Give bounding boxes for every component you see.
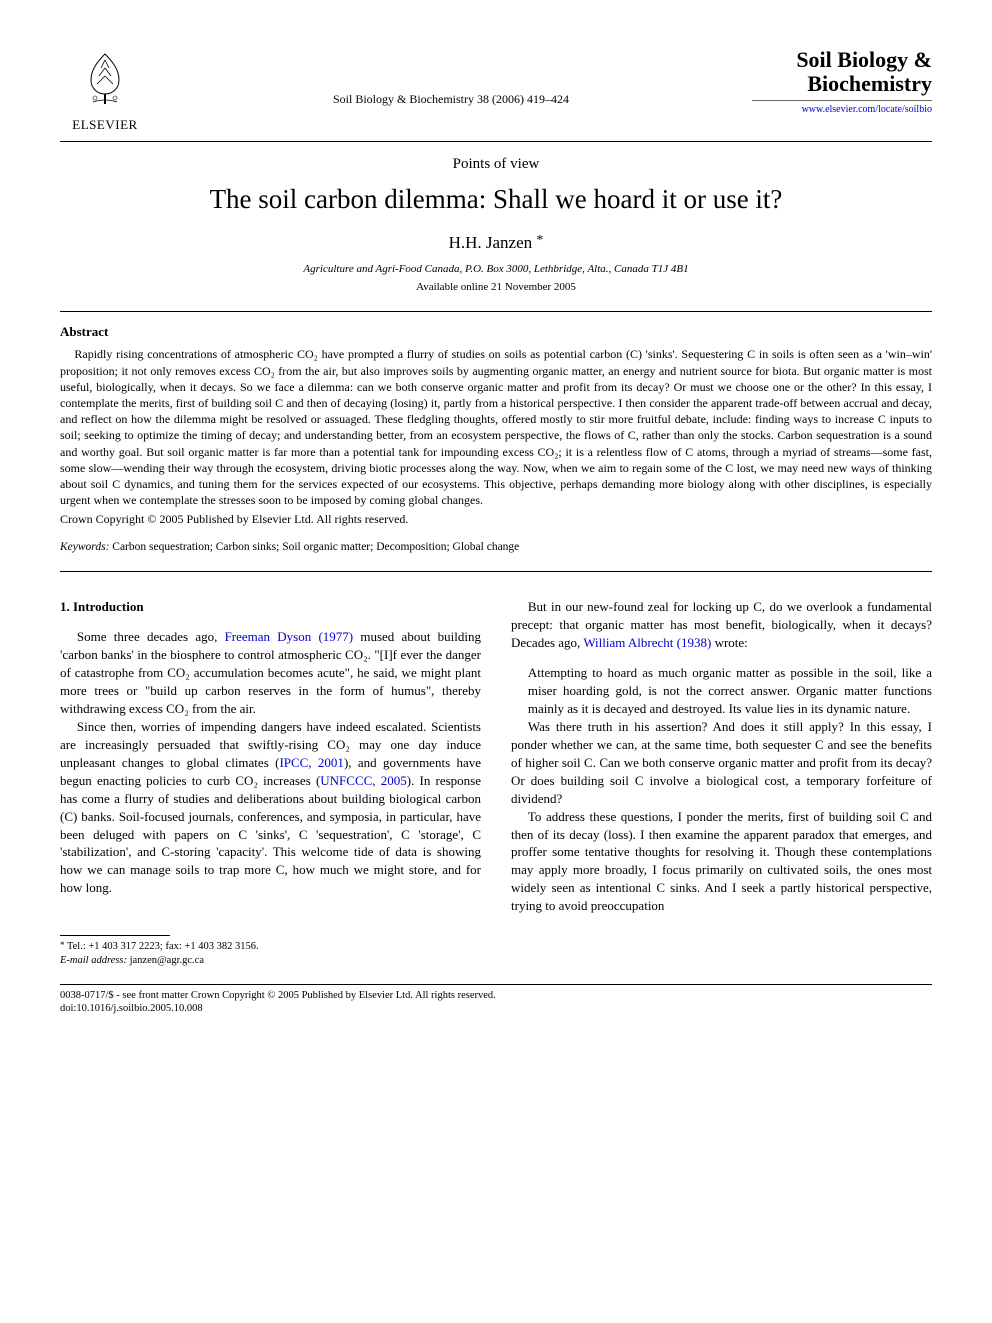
right-para-1: But in our new-found zeal for locking up… — [511, 598, 932, 652]
footnote-contact: * Tel.: +1 403 317 2223; fax: +1 403 382… — [60, 940, 481, 954]
left-column: 1. Introduction Some three decades ago, … — [60, 598, 481, 967]
issn-copyright-line: 0038-0717/$ - see front matter Crown Cop… — [60, 989, 932, 1003]
page-header: ELSEVIER Soil Biology & Biochemistry 38 … — [60, 48, 932, 142]
doi-line: doi:10.1016/j.soilbio.2005.10.008 — [60, 1002, 932, 1016]
author-line: H.H. Janzen * — [60, 233, 932, 253]
body-columns: 1. Introduction Some three decades ago, … — [60, 598, 932, 967]
right-para-3: To address these questions, I ponder the… — [511, 808, 932, 916]
elsevier-tree-icon — [75, 48, 135, 108]
section-heading-intro: 1. Introduction — [60, 598, 481, 616]
author-email: janzen@agr.gc.ca — [130, 955, 204, 966]
abstract-section: Abstract Rapidly rising concentrations o… — [60, 324, 932, 527]
intro-para-2: Since then, worries of impending dangers… — [60, 718, 481, 897]
journal-citation: Soil Biology & Biochemistry 38 (2006) 41… — [150, 48, 752, 107]
journal-url-link[interactable]: www.elsevier.com/locate/soilbio — [752, 100, 932, 115]
intro-para-1: Some three decades ago, Freeman Dyson (1… — [60, 628, 481, 718]
keywords-label: Keywords: — [60, 541, 109, 553]
ref-dyson-1977[interactable]: Freeman Dyson (1977) — [225, 629, 354, 644]
ref-ipcc-2001[interactable]: IPCC, 2001 — [279, 755, 344, 770]
right-column: But in our new-found zeal for locking up… — [511, 598, 932, 967]
publisher-logo: ELSEVIER — [60, 48, 150, 133]
albrecht-quote: Attempting to hoard as much organic matt… — [528, 664, 932, 718]
abstract-body: Rapidly rising concentrations of atmosph… — [60, 346, 932, 508]
keywords-list: Carbon sequestration; Carbon sinks; Soil… — [112, 541, 519, 553]
publisher-name: ELSEVIER — [60, 117, 150, 133]
author-marker: * — [536, 233, 543, 248]
abstract-copyright: Crown Copyright © 2005 Published by Else… — [60, 512, 932, 527]
article-title: The soil carbon dilemma: Shall we hoard … — [60, 183, 932, 215]
ref-unfccc-2005[interactable]: UNFCCC, 2005 — [320, 773, 406, 788]
right-para-2: Was there truth in his assertion? And do… — [511, 718, 932, 808]
author-name: H.H. Janzen — [449, 233, 533, 252]
available-online-date: Available online 21 November 2005 — [60, 281, 932, 293]
article-type: Points of view — [60, 156, 932, 173]
footnote-rule — [60, 935, 170, 936]
ref-albrecht-1938[interactable]: William Albrecht (1938) — [583, 635, 711, 650]
journal-brand: Soil Biology & Biochemistry www.elsevier… — [752, 48, 932, 115]
abstract-heading: Abstract — [60, 324, 932, 340]
divider — [60, 311, 932, 312]
corresponding-author-footnote: * Tel.: +1 403 317 2223; fax: +1 403 382… — [60, 940, 481, 967]
footnote-email: E-mail address: janzen@agr.gc.ca — [60, 954, 481, 968]
page-footer-meta: 0038-0717/$ - see front matter Crown Cop… — [60, 984, 932, 1016]
journal-name: Soil Biology & Biochemistry — [752, 48, 932, 96]
keywords-line: Keywords: Carbon sequestration; Carbon s… — [60, 541, 932, 553]
affiliation: Agriculture and Agri-Food Canada, P.O. B… — [60, 263, 932, 275]
divider — [60, 571, 932, 572]
